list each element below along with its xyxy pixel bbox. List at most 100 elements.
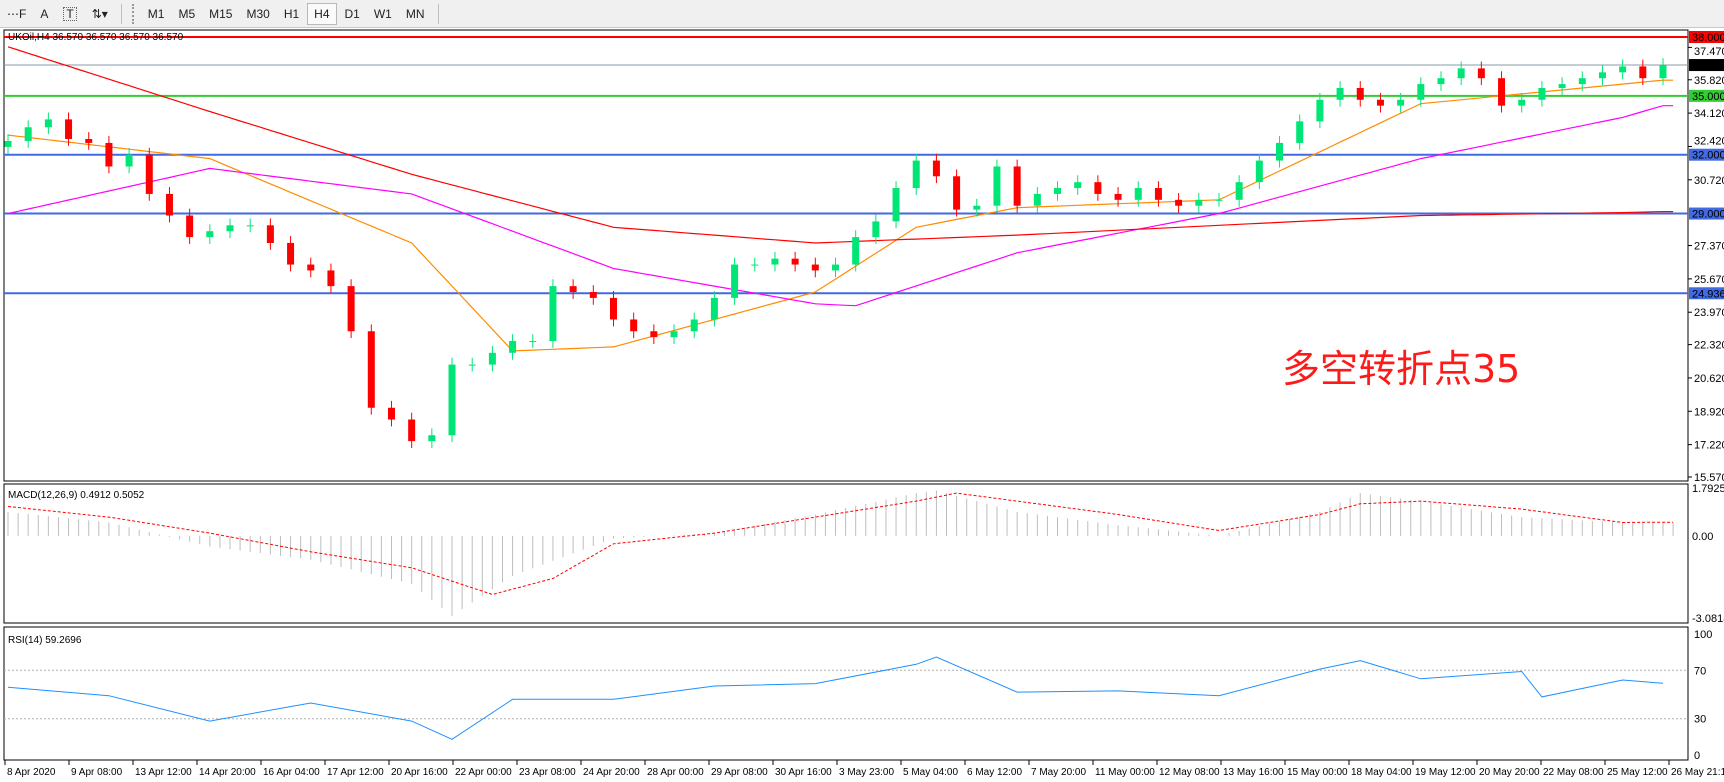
candle-body [1619, 66, 1627, 73]
candle-body [690, 319, 698, 332]
rsi-tick-label: 70 [1694, 665, 1706, 677]
candle-body [246, 225, 254, 227]
rsi-tick-label: 0 [1694, 750, 1700, 762]
candle-body [932, 160, 940, 177]
toolbar-divider [437, 3, 439, 24]
time-axis-label: 13 May 16:00 [1223, 767, 1284, 778]
chart-toolbar: ⋯F A T ⇅▾ M1 M5 M15 M30 H1 H4 D1 W1 MN [0, 0, 1724, 28]
price-chart[interactable]: 37.470 35.820 34.120 32.420 30.720 27.370 25.6… [0, 27, 1724, 782]
candle-body [1316, 99, 1324, 122]
candle-body [24, 127, 32, 141]
candle-body [872, 221, 880, 238]
timeframe-w1[interactable]: W1 [373, 6, 392, 21]
macd-tick-label: -3.0818 [1692, 613, 1724, 625]
level-price-label-bg [1689, 31, 1724, 43]
timeframe-m1[interactable]: M1 [147, 6, 165, 21]
candle-body [1276, 142, 1284, 161]
candle-body [1417, 84, 1425, 100]
rsi-line [7, 656, 1664, 740]
candle-body [468, 364, 476, 366]
candle-body [125, 154, 133, 167]
candle-body [488, 352, 496, 365]
time-axis-label: 11 May 00:00 [1095, 767, 1155, 778]
candle-body [1376, 99, 1384, 106]
candle-body [408, 419, 416, 442]
moving-average-line [7, 46, 1674, 244]
time-axis-label: 13 Apr 12:00 [135, 767, 192, 778]
timeframe-h1[interactable]: H1 [283, 6, 300, 21]
candle-body [105, 142, 113, 167]
candle-body [165, 193, 173, 216]
candle-body [1578, 78, 1586, 85]
text-tool-icon[interactable]: A [40, 6, 49, 21]
chart-title: UKOil,H4 36.570 36.570 36.570 36.570 [8, 32, 184, 43]
macd-signal-line [7, 492, 1674, 596]
macd-tick-label: 0.00 [1692, 531, 1713, 543]
time-axis-label: 29 Apr 08:00 [711, 767, 768, 778]
candle-body [226, 225, 234, 232]
price-tick-label: 35.820 [1694, 75, 1724, 87]
candle-body [1639, 66, 1647, 79]
timeframe-h4[interactable]: H4 [307, 2, 337, 25]
time-axis-label: 14 Apr 20:00 [199, 767, 256, 778]
candle-body [1336, 88, 1344, 100]
price-tick-label: 32.420 [1694, 136, 1724, 148]
candle-body [1114, 193, 1122, 200]
candle-body [327, 270, 335, 287]
text-label-tool-icon[interactable]: T [63, 6, 77, 21]
timeframe-mn[interactable]: MN [405, 6, 425, 21]
macd-tick-label: 1.7925 [1692, 483, 1724, 495]
candle-body [771, 258, 779, 265]
candle-body [751, 264, 759, 266]
level-price-label-bg [1689, 148, 1724, 161]
period-separator-icon[interactable]: ⋯F [7, 6, 27, 21]
main-pane [3, 29, 1689, 482]
candle-body [1175, 199, 1183, 206]
candle-body [1659, 65, 1667, 79]
price-tick-label: 17.220 [1694, 440, 1724, 452]
price-tick-label: 30.720 [1694, 175, 1724, 187]
candle-body [1397, 99, 1405, 106]
candle-body [44, 119, 52, 128]
toolbar-divider [120, 3, 122, 24]
time-axis-label: 9 Apr 08:00 [71, 767, 123, 778]
candle-body [1356, 88, 1364, 100]
candle-body [973, 205, 981, 210]
time-axis-label: 3 May 23:00 [839, 767, 894, 778]
price-tick-label: 37.470 [1694, 46, 1724, 58]
toolbar-grip[interactable] [131, 3, 137, 24]
candle-body [85, 139, 93, 143]
candle-body [912, 160, 920, 189]
candle-body [993, 166, 1001, 206]
rsi-tick-label: 100 [1694, 629, 1712, 641]
candle-body [1598, 72, 1606, 79]
timeframe-m30[interactable]: M30 [246, 6, 270, 21]
time-axis-label: 25 May 12:00 [1607, 767, 1668, 778]
candle-body [387, 407, 395, 420]
timeframe-m5[interactable]: M5 [178, 6, 196, 21]
candle-body [1094, 182, 1102, 194]
arrows-tool-icon[interactable]: ⇅▾ [91, 6, 108, 21]
candle-body [1457, 68, 1465, 79]
level-price-label: 24.936 [1692, 288, 1724, 300]
candle-body [569, 286, 577, 293]
price-tick-label: 23.970 [1694, 307, 1724, 319]
timeframe-d1[interactable]: D1 [344, 6, 360, 21]
candle-body [367, 331, 375, 408]
timeframe-m15[interactable]: M15 [209, 6, 233, 21]
candle-body [1558, 84, 1566, 89]
candle-body [549, 286, 557, 342]
time-axis-label: 19 May 12:00 [1415, 767, 1476, 778]
moving-average-line [7, 105, 1674, 307]
time-axis-label: 6 May 12:00 [967, 767, 1022, 778]
candle-body [710, 297, 718, 320]
candle-body [811, 264, 819, 271]
price-tick-label: 27.370 [1694, 241, 1724, 253]
candle-body [630, 319, 638, 332]
time-axis-label: 17 Apr 12:00 [327, 767, 384, 778]
candle-body [1195, 199, 1203, 206]
candle-body [347, 286, 355, 332]
candle-body [65, 119, 73, 140]
price-tick-label: 18.920 [1694, 406, 1724, 418]
candle-body [1477, 68, 1485, 79]
